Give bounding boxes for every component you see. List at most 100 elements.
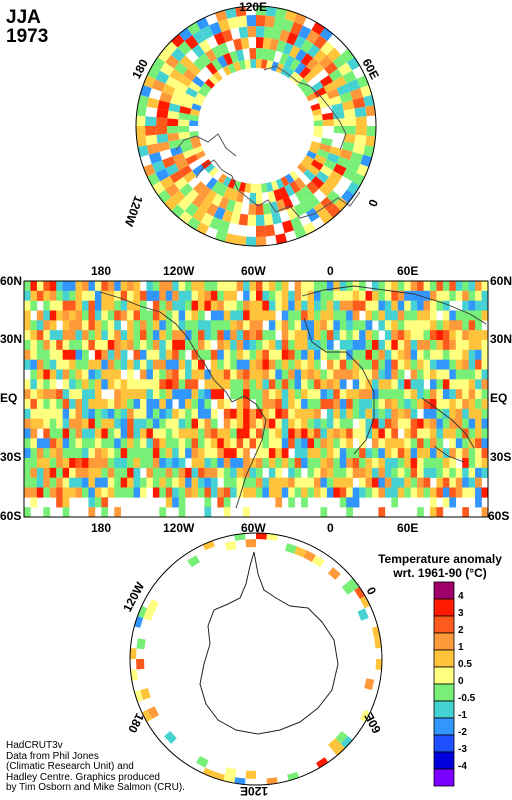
anomaly-cell [204,477,212,488]
anomaly-cell [384,281,392,292]
anomaly-cell [263,213,274,226]
anomaly-cell [268,477,276,488]
anomaly-cell [148,151,162,164]
anomaly-cell [314,300,321,311]
anomaly-cell [43,320,51,331]
anomaly-cell [140,458,147,469]
anomaly-cell [24,300,31,311]
anomaly-cell [62,399,70,410]
anomaly-cell [417,379,424,390]
south-anomaly-cells [130,533,382,785]
anomaly-cell [281,349,289,360]
anomaly-cell [326,349,334,360]
anomaly-cell [198,53,212,67]
anomaly-cell [354,134,367,146]
anomaly-cell [449,497,457,508]
anomaly-cell [328,567,341,580]
anomaly-cell [230,320,237,331]
anomaly-cell [62,487,70,498]
anomaly-cell [262,458,270,469]
anomaly-cell [288,418,295,429]
anomaly-cell [328,170,343,184]
anomaly-cell [243,477,250,488]
anomaly-cell [301,428,308,439]
anomaly-cell [307,164,320,177]
anomaly-cell [436,399,444,410]
anomaly-cell [210,359,218,370]
anomaly-cell [206,203,219,217]
anomaly-cell [200,25,214,40]
anomaly-cell [449,438,457,449]
anomaly-cell [266,533,279,541]
anomaly-cell [172,408,179,419]
anomaly-cell [275,369,283,380]
anomaly-cell [210,467,218,478]
anomaly-cell [49,487,57,498]
anomaly-cell [230,212,241,225]
anomaly-cell [355,126,367,136]
anomaly-cell [436,389,444,400]
anomaly-cell [140,448,147,459]
anomaly-cell [210,320,218,331]
anomaly-cell [281,320,289,331]
anomaly-cell [352,389,360,400]
anomaly-cell [88,448,96,459]
anomaly-cell [24,349,31,360]
anomaly-cell [167,118,179,126]
anomaly-cell [352,320,360,331]
anomaly-cell [146,448,154,459]
anomaly-cell [75,310,83,321]
anomaly-cell [192,164,205,177]
anomaly-cell [410,399,418,410]
anomaly-cell [249,379,257,390]
anomaly-cell [230,408,237,419]
anomaly-cell [306,181,319,195]
anomaly-cell [62,418,70,429]
anomaly-cell [152,320,160,331]
anomaly-cell [159,349,167,360]
anomaly-cell [178,165,193,177]
anomaly-cell [198,477,205,488]
anomaly-cell [75,320,83,331]
anomaly-cell [481,458,489,469]
anomaly-cell [314,87,327,98]
anomaly-cell [101,438,109,449]
anomaly-cell [346,300,353,311]
anomaly-cell [114,300,121,311]
anomaly-cell [333,458,341,469]
anomaly-cell [442,408,450,419]
anomaly-cell [481,399,489,410]
anomaly-cell [159,369,167,380]
anomaly-cell [339,379,347,390]
anomaly-cell [436,458,444,469]
anomaly-cell [256,59,262,71]
anomaly-cell [172,310,179,321]
anomaly-cell [359,281,366,292]
world-top-lon-180: 180 [91,264,112,278]
anomaly-cell [294,290,302,301]
legend-swatch [433,751,455,770]
anomaly-cell [217,369,225,380]
anomaly-cell [180,99,193,109]
world-left-lat-30s: 30S [0,450,22,464]
anomaly-cell [301,320,308,331]
anomaly-cell [140,379,147,390]
anomaly-cell [397,300,405,311]
anomaly-cell [372,340,379,351]
anomaly-cell [178,497,186,508]
anomaly-cell [359,487,366,498]
anomaly-cell [162,39,178,55]
anomaly-cell [468,290,476,301]
anomaly-cell [311,130,323,138]
anomaly-cell [442,369,450,380]
anomaly-cell [120,477,128,488]
anomaly-cell [391,359,399,370]
anomaly-cell [120,438,128,449]
anomaly-cell [430,497,437,508]
anomaly-cell [43,379,51,390]
anomaly-cell [43,438,51,449]
anomaly-cell [178,379,186,390]
anomaly-cell [114,448,121,459]
anomaly-cell [475,281,482,292]
anomaly-cell [301,330,308,341]
